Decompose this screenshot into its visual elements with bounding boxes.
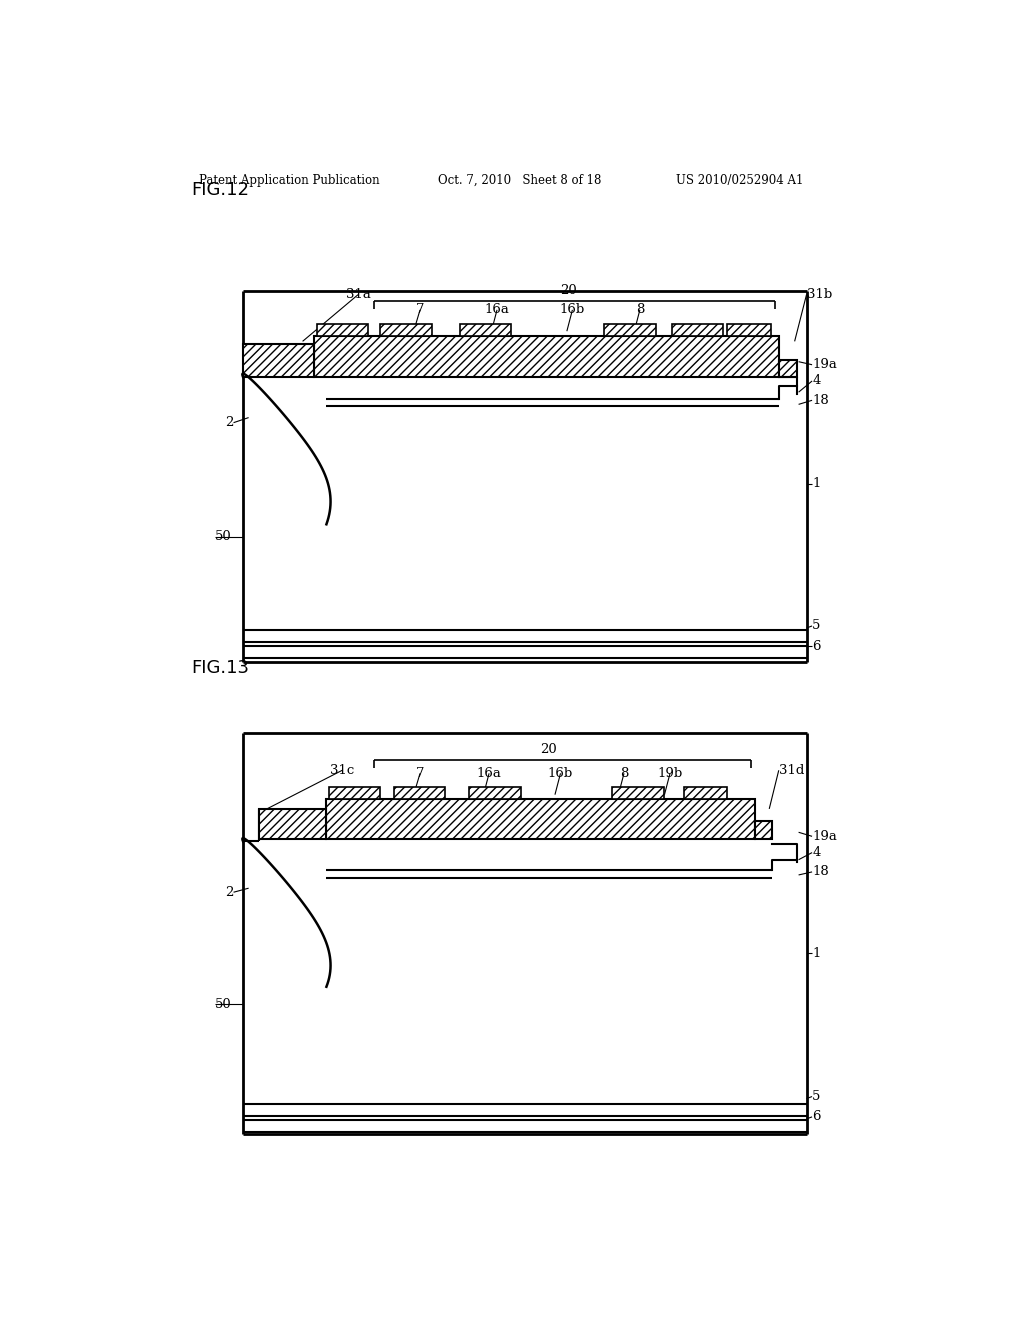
- Bar: [327, 799, 755, 840]
- Text: 16b: 16b: [560, 304, 585, 317]
- Text: 7: 7: [416, 767, 424, 780]
- Text: 20: 20: [541, 743, 557, 756]
- Bar: [727, 325, 771, 337]
- Bar: [672, 325, 723, 337]
- Bar: [604, 325, 655, 337]
- Text: 16a: 16a: [484, 304, 510, 317]
- Bar: [316, 325, 369, 337]
- Text: 1: 1: [812, 946, 820, 960]
- Bar: [259, 809, 327, 840]
- Text: 18: 18: [812, 866, 828, 878]
- Text: Patent Application Publication: Patent Application Publication: [200, 174, 380, 187]
- Text: 18: 18: [812, 393, 828, 407]
- Bar: [394, 787, 445, 799]
- Text: 31b: 31b: [807, 288, 831, 301]
- Text: 31a: 31a: [346, 288, 371, 301]
- Bar: [778, 359, 797, 378]
- Bar: [380, 325, 432, 337]
- Text: 4: 4: [812, 846, 820, 859]
- Text: 5: 5: [812, 1090, 820, 1104]
- Bar: [684, 787, 727, 799]
- Text: 50: 50: [215, 998, 232, 1011]
- Text: 19a: 19a: [812, 830, 837, 843]
- Bar: [460, 325, 511, 337]
- Bar: [314, 337, 778, 378]
- Bar: [469, 787, 521, 799]
- Text: FIG.12: FIG.12: [191, 181, 250, 199]
- Bar: [612, 787, 664, 799]
- Text: 2: 2: [225, 886, 233, 899]
- Text: US 2010/0252904 A1: US 2010/0252904 A1: [676, 174, 803, 187]
- Text: 50: 50: [215, 531, 232, 543]
- Text: 6: 6: [812, 640, 820, 653]
- Text: 7: 7: [416, 304, 424, 317]
- Text: 16a: 16a: [476, 767, 502, 780]
- Bar: [329, 787, 380, 799]
- Text: Oct. 7, 2010   Sheet 8 of 18: Oct. 7, 2010 Sheet 8 of 18: [437, 174, 601, 187]
- Bar: [755, 821, 772, 840]
- Text: 6: 6: [812, 1110, 820, 1123]
- Text: 31d: 31d: [778, 764, 804, 776]
- Text: 4: 4: [812, 375, 820, 388]
- Text: 19a: 19a: [812, 358, 837, 371]
- Text: 20: 20: [560, 284, 577, 297]
- Text: 19b: 19b: [657, 767, 683, 780]
- Text: 2: 2: [225, 416, 233, 429]
- Text: 31c: 31c: [330, 764, 354, 776]
- Text: 5: 5: [812, 619, 820, 632]
- Text: 1: 1: [812, 477, 820, 490]
- Text: 8: 8: [620, 767, 628, 780]
- Bar: [243, 345, 314, 378]
- Text: 8: 8: [636, 304, 644, 317]
- Text: FIG.13: FIG.13: [191, 659, 250, 677]
- Text: 16b: 16b: [548, 767, 573, 780]
